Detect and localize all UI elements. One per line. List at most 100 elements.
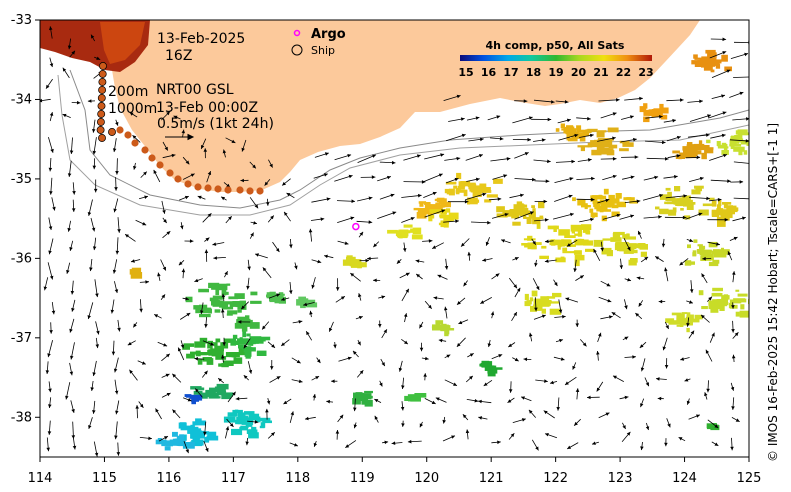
current-arrow bbox=[598, 412, 610, 419]
current-arrow bbox=[490, 311, 495, 319]
sst-pixel bbox=[689, 318, 700, 323]
sst-pixel bbox=[436, 205, 445, 208]
sst-pixel bbox=[711, 251, 723, 255]
ship-track-point bbox=[174, 175, 182, 183]
sst-pixel bbox=[711, 200, 717, 207]
sst-pixel bbox=[684, 260, 692, 266]
current-arrow bbox=[596, 350, 600, 361]
sst-pixel bbox=[712, 259, 720, 264]
sst-pixel bbox=[237, 339, 248, 345]
current-arrow bbox=[153, 169, 161, 183]
sst-pixel bbox=[211, 349, 223, 357]
current-arrow bbox=[686, 238, 694, 243]
current-arrow bbox=[702, 256, 712, 261]
sst-pixel bbox=[555, 128, 560, 132]
current-arrow bbox=[622, 336, 629, 341]
sst-pixel bbox=[463, 189, 468, 197]
sst-pixel bbox=[715, 63, 721, 69]
sst-pixel bbox=[643, 103, 648, 109]
current-arrow bbox=[113, 357, 119, 373]
current-arrow bbox=[194, 388, 203, 398]
sst-pixel bbox=[735, 311, 740, 317]
current-arrow bbox=[181, 268, 186, 279]
sst-pixel bbox=[487, 370, 496, 377]
current-arrow bbox=[553, 279, 558, 287]
sst-pixel bbox=[718, 199, 722, 206]
sst-pixel bbox=[187, 427, 192, 434]
sst-pixel bbox=[186, 395, 192, 398]
current-arrow bbox=[658, 299, 666, 304]
current-arrow bbox=[573, 259, 577, 273]
current-arrow bbox=[640, 256, 649, 263]
sst-pixel bbox=[619, 148, 629, 152]
sst-pixel bbox=[245, 423, 253, 427]
ship-track-point bbox=[236, 186, 244, 194]
sst-pixel bbox=[189, 428, 202, 431]
sst-pixel bbox=[200, 431, 204, 435]
scale-label: 0.5m/s (1kt 24h) bbox=[157, 116, 274, 132]
current-arrow bbox=[657, 396, 664, 401]
current-arrow bbox=[139, 436, 152, 441]
sst-pixel bbox=[730, 136, 734, 140]
sst-pixel bbox=[182, 345, 190, 350]
sst-pixel bbox=[748, 140, 749, 145]
sst-pixel bbox=[199, 314, 211, 318]
sst-pixel bbox=[718, 249, 730, 255]
current-arrow bbox=[48, 217, 53, 231]
sst-pixel bbox=[534, 242, 542, 245]
current-arrow bbox=[204, 237, 210, 242]
current-arrow bbox=[401, 377, 405, 390]
current-arrow bbox=[596, 381, 604, 392]
ship-track-point bbox=[246, 187, 254, 195]
sst-pixel bbox=[707, 59, 720, 66]
current-arrow bbox=[567, 442, 579, 450]
current-arrow bbox=[666, 135, 681, 142]
current-arrow bbox=[531, 439, 539, 451]
current-arrow bbox=[161, 200, 166, 214]
current-arrow bbox=[710, 179, 731, 183]
current-arrow bbox=[597, 198, 610, 204]
current-arrow bbox=[92, 237, 97, 251]
current-arrow bbox=[564, 376, 577, 386]
sst-pixel bbox=[352, 398, 361, 405]
sst-pixel bbox=[737, 293, 748, 297]
current-arrow bbox=[705, 349, 713, 362]
current-arrow bbox=[444, 156, 461, 161]
current-arrow bbox=[92, 158, 97, 170]
sst-pixel bbox=[456, 172, 462, 180]
sst-pixel bbox=[364, 390, 373, 394]
current-arrow bbox=[666, 418, 671, 428]
sst-pixel bbox=[726, 210, 735, 215]
sst-pixel bbox=[467, 197, 478, 205]
current-arrow bbox=[220, 196, 227, 201]
current-arrow bbox=[686, 317, 690, 327]
current-arrow bbox=[240, 178, 249, 183]
sst-pixel bbox=[594, 202, 601, 210]
sst-pixel bbox=[193, 305, 200, 310]
current-arrow bbox=[491, 213, 509, 219]
sst-pixel bbox=[539, 215, 544, 218]
sst-pixel bbox=[735, 289, 740, 292]
sst-pixel bbox=[616, 201, 626, 208]
current-arrow bbox=[727, 251, 733, 261]
current-arrow bbox=[644, 140, 666, 145]
current-arrow bbox=[401, 288, 410, 302]
sst-pixel bbox=[350, 263, 362, 268]
current-arrow bbox=[445, 177, 459, 184]
sst-pixel bbox=[552, 292, 562, 298]
sst-pixel bbox=[684, 215, 691, 220]
current-arrow bbox=[70, 280, 75, 295]
current-arrow bbox=[179, 312, 191, 320]
current-arrow bbox=[621, 155, 639, 159]
current-arrow bbox=[203, 148, 208, 159]
current-arrow bbox=[465, 154, 484, 161]
current-arrow bbox=[424, 398, 436, 405]
current-arrow bbox=[508, 381, 513, 393]
sst-pixel bbox=[269, 295, 280, 300]
sst-pixel bbox=[540, 297, 545, 302]
current-arrow bbox=[224, 271, 228, 278]
sst-pixel bbox=[687, 142, 693, 145]
current-arrow bbox=[620, 115, 634, 120]
current-arrow bbox=[203, 440, 209, 452]
